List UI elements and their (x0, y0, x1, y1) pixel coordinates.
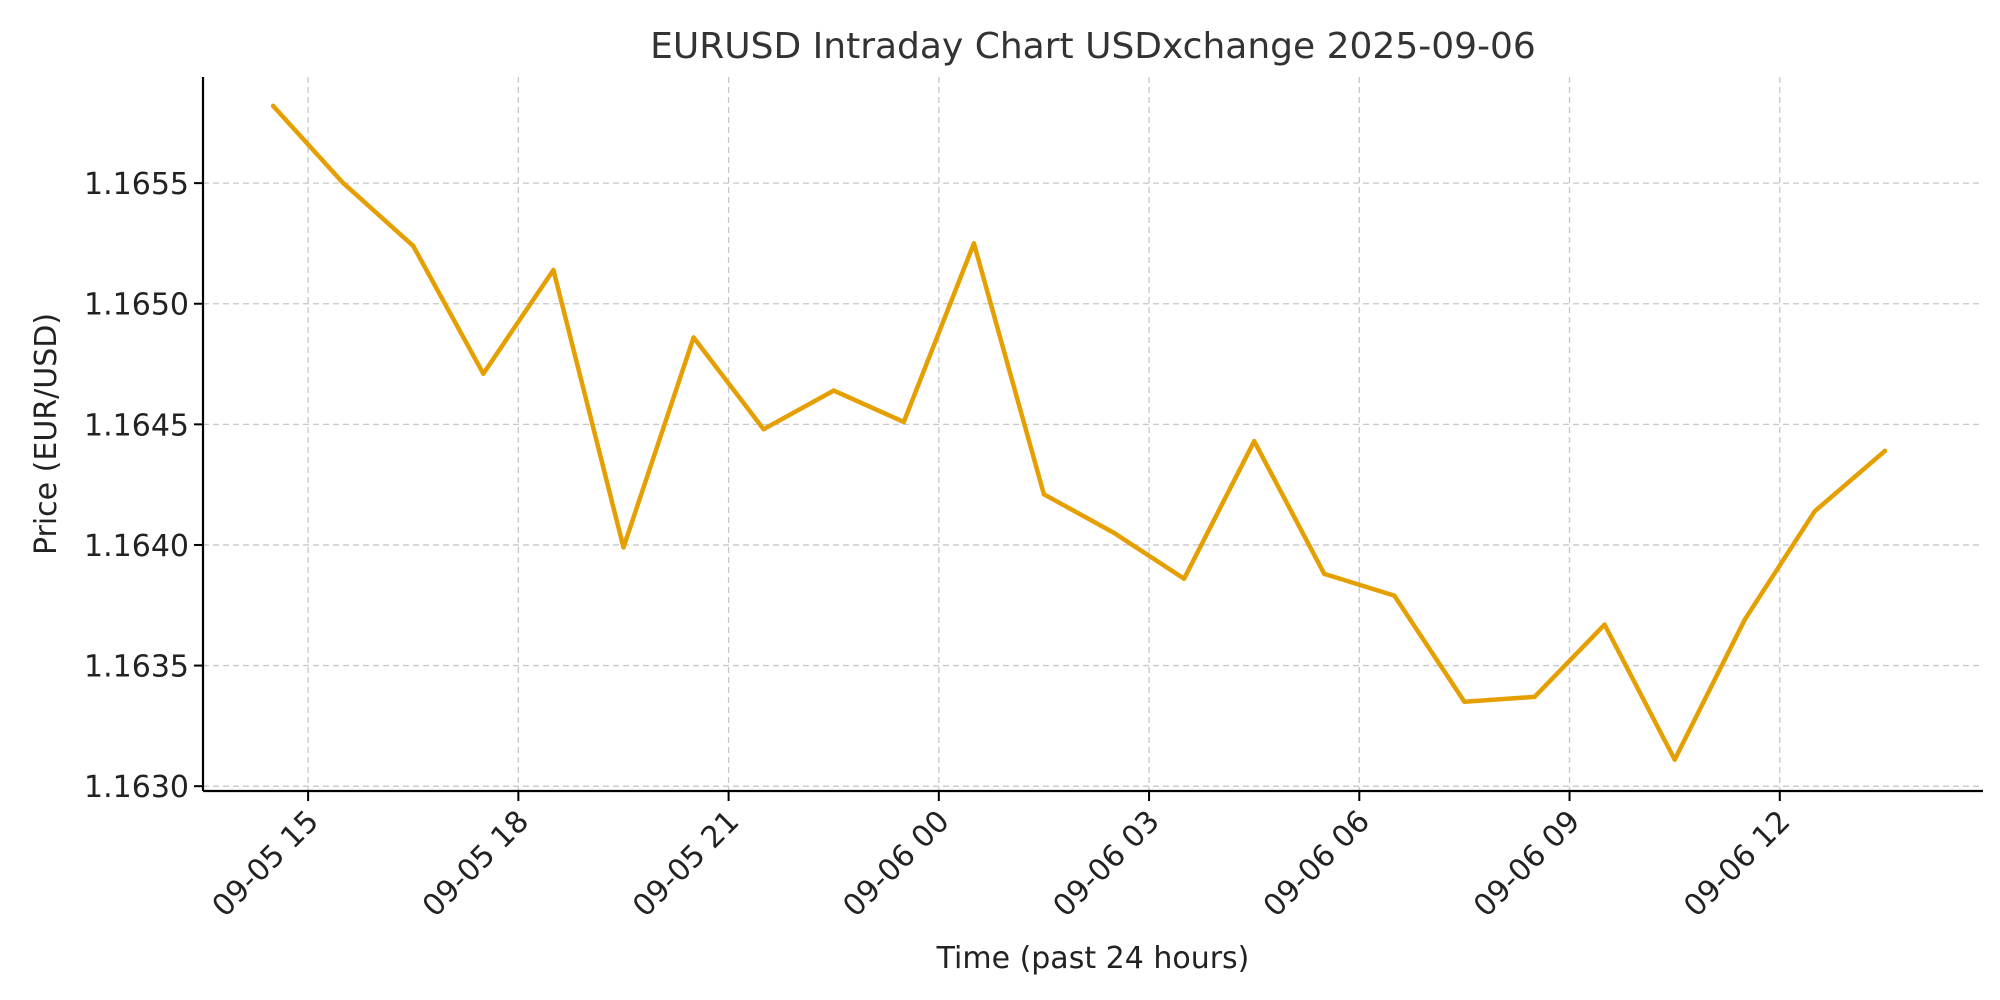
data-point (1392, 593, 1397, 598)
data-point (761, 427, 766, 432)
data-point (1041, 492, 1047, 497)
data-point (831, 388, 836, 393)
grid (203, 77, 1983, 791)
x-tick-label: 09-06 09 (1467, 804, 1587, 924)
data-point (270, 103, 276, 109)
data-point (1602, 622, 1607, 627)
data-point (1812, 509, 1818, 514)
price-series-line (270, 103, 1888, 762)
y-tick-label: 1.1640 (84, 529, 189, 564)
data-point (1742, 617, 1747, 622)
x-tick-label: 09-06 06 (1257, 804, 1377, 924)
series-layer (270, 103, 1888, 762)
data-point (971, 241, 977, 246)
data-point (1462, 699, 1467, 704)
data-point (1532, 694, 1537, 700)
x-tick-label: 09-05 18 (416, 804, 536, 924)
y-tick-label: 1.1630 (84, 770, 189, 805)
data-point (901, 419, 906, 425)
data-point (1322, 571, 1327, 577)
data-point (481, 371, 486, 376)
x-tick-label: 09-05 15 (206, 804, 326, 924)
chart-title: EURUSD Intraday Chart USDxchange 2025-09… (650, 26, 1536, 67)
y-tick-label: 1.1655 (84, 167, 189, 202)
data-point (341, 180, 346, 186)
y-tick-label: 1.1650 (84, 288, 189, 323)
data-point (621, 545, 626, 550)
data-point (1252, 439, 1257, 444)
y-tick-label: 1.1635 (84, 650, 189, 685)
data-point (1672, 757, 1677, 762)
x-tick-label: 09-06 00 (836, 804, 956, 924)
y-axis-label: Price (EUR/USD) (29, 313, 64, 555)
x-axis-ticks: 09-05 15 09-05 18 09-05 21 09-06 00 09-06 03… (206, 791, 1797, 924)
x-tick-label: 09-06 03 (1047, 804, 1167, 924)
data-point (1181, 576, 1187, 581)
x-axis-label: Time (past 24 hours) (936, 941, 1250, 976)
data-point (411, 243, 416, 249)
data-point (1882, 448, 1888, 454)
data-point (1111, 530, 1117, 536)
y-axis-ticks: 1.1630 1.1635 1.1640 1.1645 1.1650 1.1655 (84, 167, 203, 805)
y-tick-label: 1.1645 (84, 408, 189, 443)
x-tick-label: 09-05 21 (626, 804, 746, 924)
data-point (551, 267, 556, 273)
x-tick-label: 09-06 12 (1677, 804, 1797, 924)
data-point (691, 335, 696, 340)
